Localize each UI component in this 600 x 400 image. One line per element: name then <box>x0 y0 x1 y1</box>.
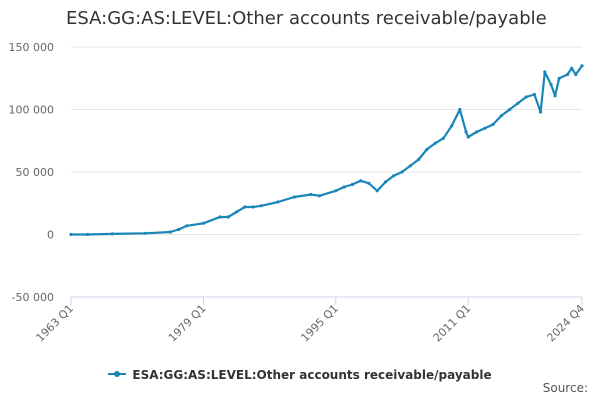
data-point <box>539 110 543 114</box>
legend-swatch <box>108 371 127 377</box>
y-tick-label: 150 000 <box>9 41 55 54</box>
data-point <box>417 157 421 162</box>
x-tick-label: 2024 Q4 <box>545 302 588 345</box>
data-point <box>276 200 280 204</box>
data-point <box>524 95 528 99</box>
y-tick-label: -50 000 <box>12 291 54 304</box>
data-point <box>532 92 537 97</box>
data-point <box>251 205 255 209</box>
y-tick-label: 100 000 <box>9 104 55 117</box>
data-point <box>359 179 363 183</box>
data-point <box>483 126 487 130</box>
data-point <box>234 210 239 214</box>
data-point <box>350 182 354 187</box>
data-point <box>441 136 445 140</box>
data-point <box>466 135 470 139</box>
data-point <box>557 76 561 80</box>
data-point <box>86 232 90 237</box>
data-point <box>543 70 547 74</box>
x-tick-label: 2011 Q1 <box>431 302 474 345</box>
series-line <box>71 65 583 236</box>
x-tick-label: 1995 Q1 <box>298 302 341 345</box>
data-point <box>433 141 437 145</box>
x-tick-label: 1979 Q1 <box>166 302 209 345</box>
data-point <box>367 181 371 185</box>
x-tick-label: 1963 Q1 <box>34 302 77 345</box>
data-point <box>168 230 172 234</box>
data-point <box>458 107 462 112</box>
data-point <box>177 227 181 232</box>
legend-label: ESA:GG:AS:LEVEL:Other accounts receivabl… <box>132 367 492 382</box>
y-tick-label: 50 000 <box>16 166 55 179</box>
legend-dot <box>114 371 121 377</box>
data-point <box>317 194 321 198</box>
source-label: Source: <box>542 381 588 395</box>
data-point <box>508 107 512 112</box>
data-point <box>185 224 189 228</box>
y-tick-label: 0 <box>47 229 54 242</box>
chart-title: ESA:GG:AS:LEVEL:Other accounts receivabl… <box>66 8 547 29</box>
data-point <box>259 204 263 208</box>
data-point <box>549 82 553 87</box>
data-point <box>69 232 73 237</box>
data-point <box>110 232 114 236</box>
data-point <box>334 189 338 193</box>
data-point <box>474 130 479 134</box>
data-point <box>226 215 230 219</box>
data-point <box>375 189 379 193</box>
data-point <box>553 94 557 98</box>
data-point <box>309 192 313 197</box>
data-point <box>400 170 404 174</box>
data-point <box>408 164 412 168</box>
data-point <box>516 101 520 105</box>
data-point <box>565 72 570 77</box>
data-point <box>292 195 296 199</box>
data-point <box>201 221 205 225</box>
data-point <box>574 72 578 77</box>
data-point <box>425 147 429 152</box>
data-point <box>383 180 388 184</box>
data-point <box>464 130 468 134</box>
data-point <box>491 122 495 127</box>
data-point <box>392 174 396 178</box>
data-point <box>570 66 574 70</box>
data-point <box>499 114 503 118</box>
data-point <box>143 231 148 235</box>
data-point <box>218 215 222 219</box>
data-point <box>450 124 454 128</box>
data-point <box>580 64 584 68</box>
legend-item[interactable]: ESA:GG:AS:LEVEL:Other accounts receivabl… <box>108 367 492 382</box>
legend[interactable]: ESA:GG:AS:LEVEL:Other accounts receivabl… <box>0 365 600 382</box>
data-point <box>243 205 247 209</box>
data-point <box>342 185 346 189</box>
